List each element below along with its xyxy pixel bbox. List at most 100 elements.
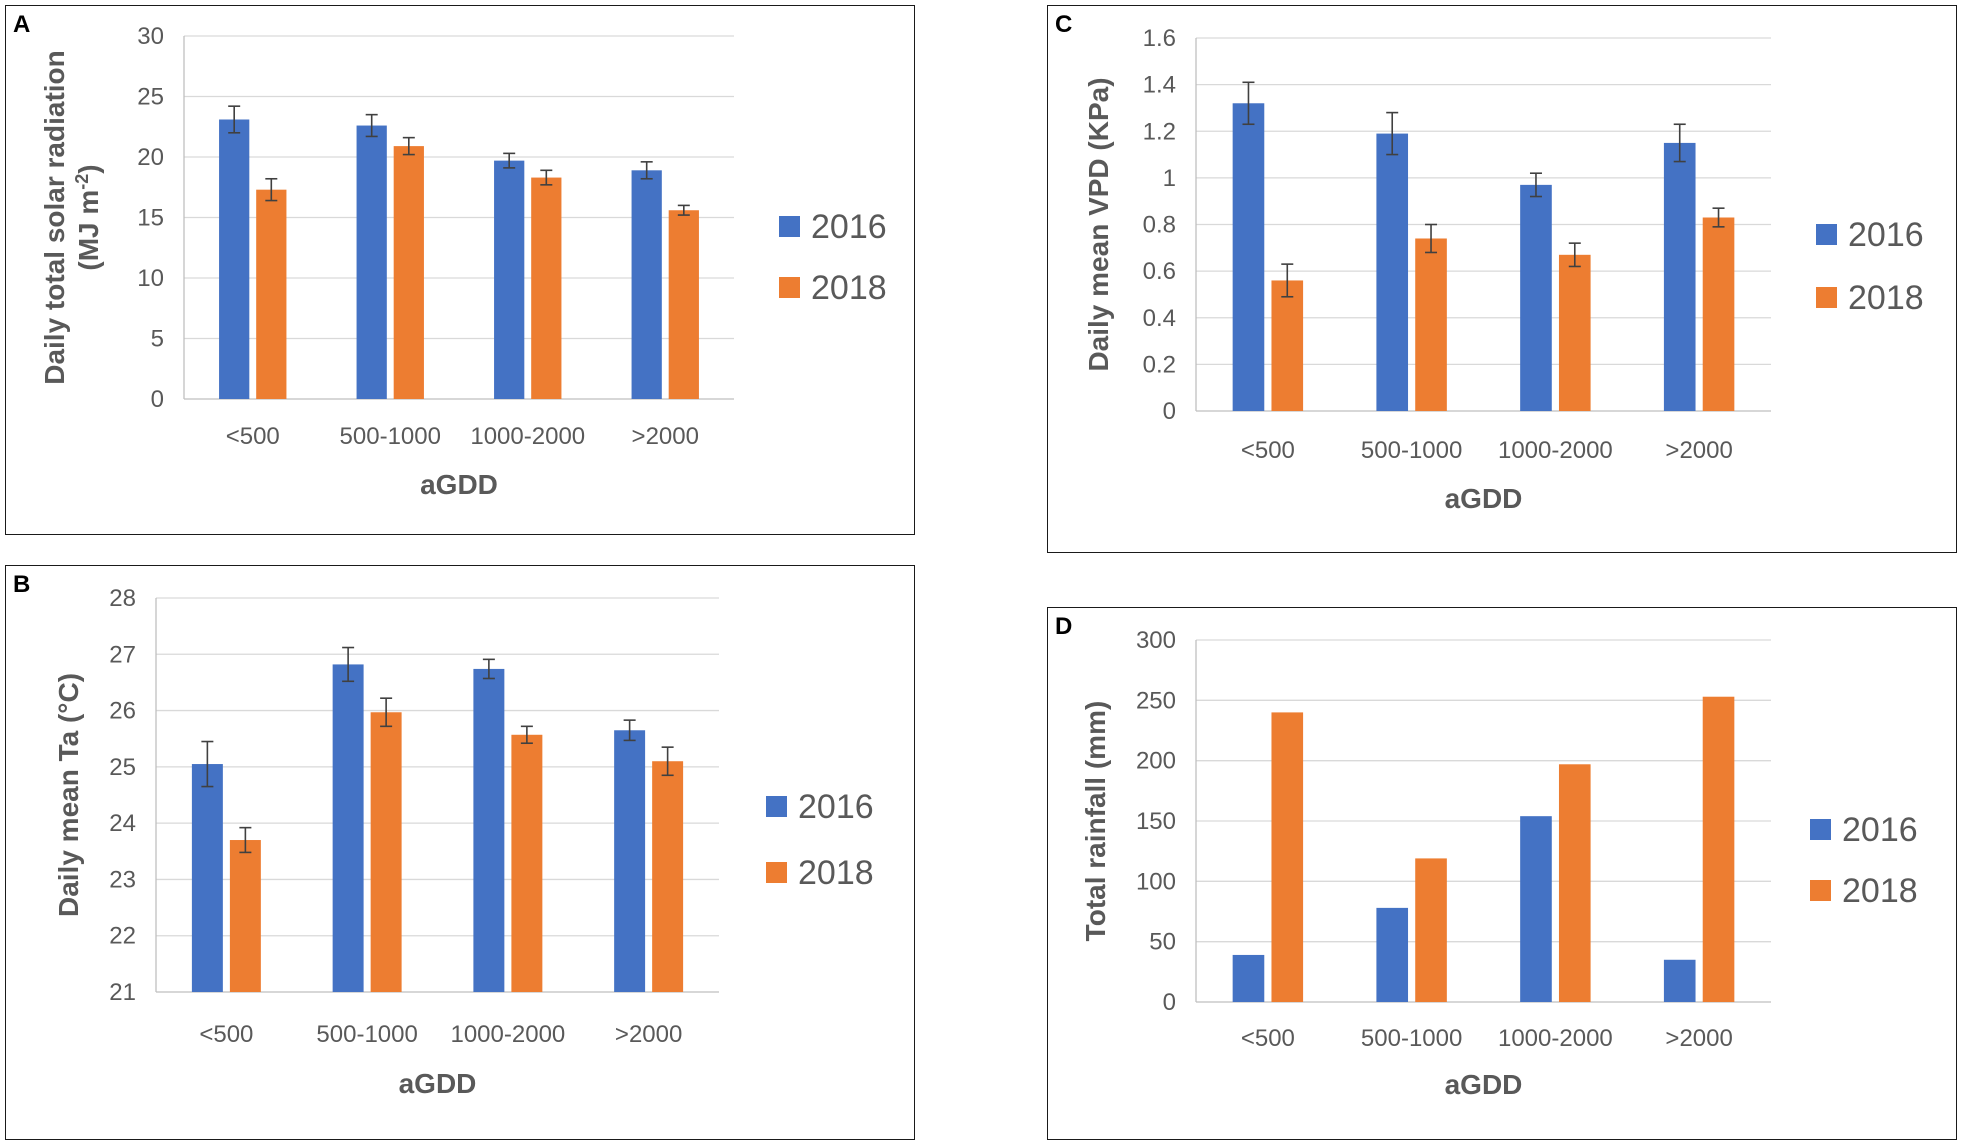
y-tick-label: 30 [137, 23, 164, 50]
chart-panel-a: A 0 5 10 15 20 25 30 <500 500-1000 1000-2000 >2000… [5, 5, 915, 535]
y-axis-title: Total rainfall (mm) [1080, 701, 1111, 942]
x-tick-label: <500 [1241, 437, 1295, 464]
chart-panel-d: D 0 50 100 150 200 250 300 <500 500-1000 1000-200… [1047, 607, 1957, 1140]
bar-2016-1 [356, 125, 387, 399]
y-tick-label: 20 [137, 144, 164, 171]
bar-2016-3 [1663, 959, 1696, 1002]
bar-2018-1 [1415, 238, 1447, 411]
x-axis-title: aGDD [1445, 1069, 1523, 1100]
legend-label-2018: 2018 [1848, 279, 1924, 317]
y-axis-title: Daily mean VPD (KPa) [1083, 77, 1114, 371]
y-tick-label: 0.8 [1143, 212, 1176, 239]
chart-panel-b: B 21 22 23 24 25 26 27 28 <500 500-1000 1000-2000 >… [5, 565, 915, 1140]
x-tick-label: 1000-2000 [1498, 437, 1613, 464]
y-axis-title: Daily total solar radiation [39, 50, 70, 385]
panel-label-b: B [13, 571, 31, 598]
y-tick-label: 1.6 [1143, 25, 1176, 52]
legend-label-2016: 2016 [1848, 216, 1924, 254]
bar-2018-2 [531, 177, 562, 399]
legend-swatch-2016 [1810, 819, 1831, 840]
bar-2018-1 [393, 146, 424, 399]
legend-label-2018: 2018 [1842, 872, 1918, 910]
bar-2016-0 [219, 119, 250, 400]
x-tick-label: 500-1000 [340, 423, 441, 450]
panel-label-d: D [1055, 613, 1073, 640]
x-axis-title: aGDD [1445, 483, 1523, 514]
x-tick-label: 500-1000 [316, 1021, 417, 1048]
y-tick-label: 26 [109, 698, 136, 725]
bar-2018-1 [1415, 858, 1447, 1002]
y-tick-label: 24 [109, 810, 136, 837]
legend-label-2016: 2016 [1842, 811, 1918, 849]
y-tick-label: 1 [1163, 165, 1176, 192]
y-tick-label: 10 [137, 265, 164, 292]
bar-2016-3 [631, 170, 662, 399]
bar-2016-2 [1520, 184, 1552, 411]
bar-2016-1 [1376, 133, 1409, 412]
y-tick-label: 1.2 [1143, 118, 1176, 145]
y-tick-label: 300 [1136, 627, 1176, 654]
y-tick-label: 100 [1136, 868, 1176, 895]
x-tick-label: >2000 [632, 423, 699, 450]
chart-d-svg: 0 50 100 150 200 250 300 <500 500-1000 1000-2000 >… [1080, 627, 1918, 1100]
chart-a-svg: 0 5 10 15 20 25 30 <500 500-1000 1000-2000 >2000 aG… [39, 23, 887, 500]
y-tick-label: 21 [109, 979, 136, 1006]
x-axis-title: aGDD [420, 469, 498, 500]
y-tick-label: 27 [109, 641, 136, 668]
legend-label-2016: 2016 [811, 208, 887, 246]
panel-label-a: A [13, 11, 31, 38]
x-tick-label: 1000-2000 [470, 423, 585, 450]
y-tick-label: 23 [109, 866, 136, 893]
bar-2018-2 [1558, 254, 1591, 411]
bar-2018-3 [652, 761, 684, 992]
bar-2018-0 [256, 189, 287, 399]
bar-2018-1 [370, 712, 402, 992]
legend-swatch-2018 [1810, 880, 1831, 901]
chart-panel-c: C 0 0.2 0.4 0.6 0.8 1 1.2 1.4 1.6 <500 500-1000 100… [1047, 5, 1957, 553]
bar-2016-0 [1232, 954, 1265, 1002]
y-tick-label: 25 [109, 754, 136, 781]
x-tick-label: 500-1000 [1361, 1025, 1462, 1052]
bar-2016-1 [1376, 907, 1409, 1002]
bar-2018-2 [1558, 764, 1591, 1002]
x-tick-label: >2000 [1665, 437, 1732, 464]
legend-swatch-2018 [766, 862, 787, 883]
bar-2018-2 [511, 734, 543, 992]
legend-label-2016: 2016 [798, 788, 874, 826]
x-tick-label: <500 [199, 1021, 253, 1048]
y-tick-label: 200 [1136, 748, 1176, 775]
x-tick-label: <500 [1241, 1025, 1295, 1052]
legend-label-2018: 2018 [811, 269, 887, 307]
y-tick-label: 250 [1136, 687, 1176, 714]
legend-swatch-2016 [779, 216, 800, 237]
x-tick-label: <500 [226, 423, 280, 450]
y-tick-label: 22 [109, 923, 136, 950]
legend-label-2018: 2018 [798, 854, 874, 892]
bar-2018-3 [668, 210, 699, 399]
bar-2016-1 [332, 664, 364, 992]
x-tick-label: 1000-2000 [1498, 1025, 1613, 1052]
y-tick-label: 0.4 [1143, 305, 1176, 332]
legend-swatch-2016 [1816, 224, 1837, 245]
y-tick-label: 0 [1163, 989, 1176, 1016]
chart-c-svg: 0 0.2 0.4 0.6 0.8 1 1.2 1.4 1.6 <500 500-1000 1000-… [1083, 25, 1924, 514]
y-tick-label: 150 [1136, 808, 1176, 835]
chart-b-svg: 21 22 23 24 25 26 27 28 <500 500-1000 1000-2000 >20… [53, 585, 874, 1099]
legend-swatch-2016 [766, 796, 787, 817]
y-tick-label: 15 [137, 205, 164, 232]
bar-2018-0 [1271, 280, 1304, 411]
x-axis-title: aGDD [399, 1068, 477, 1099]
bar-2016-2 [473, 668, 505, 992]
y-tick-label: 0 [151, 386, 164, 413]
y-axis-title: Daily mean Ta (°C) [53, 673, 84, 917]
y-axis-title-units: (MJ m-2) [72, 164, 104, 270]
y-tick-label: 25 [137, 84, 164, 111]
panel-label-c: C [1055, 11, 1073, 38]
bar-2016-0 [191, 764, 223, 992]
bar-2016-2 [494, 160, 525, 399]
y-tick-label: 50 [1149, 929, 1176, 956]
y-tick-label: 0.6 [1143, 258, 1176, 285]
y-tick-label: 1.4 [1143, 72, 1176, 99]
x-tick-label: 1000-2000 [450, 1021, 565, 1048]
bar-2018-3 [1702, 217, 1735, 411]
